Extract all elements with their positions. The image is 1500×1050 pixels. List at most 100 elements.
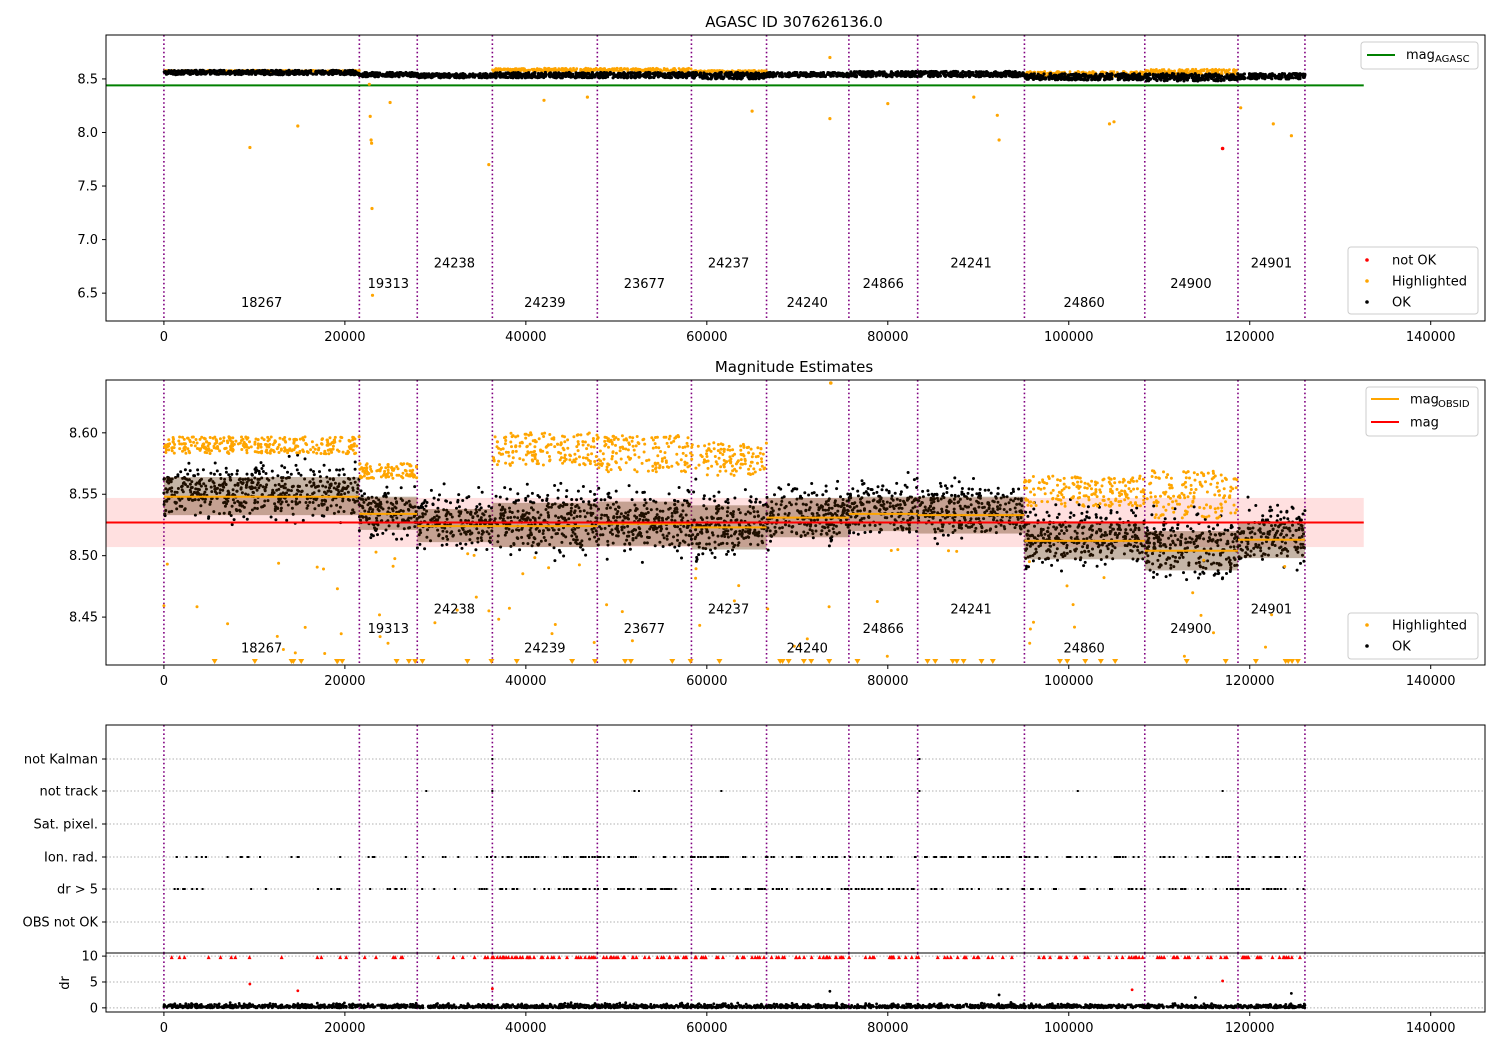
ok-point <box>467 75 471 79</box>
ok-point <box>417 76 421 80</box>
ok-point <box>663 75 667 80</box>
ok-point <box>494 71 498 75</box>
ok-point <box>431 72 435 76</box>
ok-point <box>713 71 717 76</box>
highlighted-point <box>195 447 199 450</box>
ok-point <box>191 71 195 75</box>
highlighted-outlier-point <box>828 117 832 121</box>
ok-point <box>720 75 724 79</box>
highlighted-point <box>326 448 330 452</box>
ok-point <box>209 471 213 475</box>
ok-point <box>714 76 718 80</box>
highlighted-point <box>273 441 277 445</box>
ok-point <box>480 76 484 80</box>
highlighted-point <box>1180 68 1184 72</box>
ok-point <box>582 75 586 79</box>
ok-point <box>889 70 894 74</box>
highlighted-point <box>674 68 678 72</box>
ok-point <box>172 69 176 73</box>
highlighted-point <box>198 448 202 452</box>
ok-point <box>215 469 219 473</box>
highlighted-outlier-point <box>995 113 999 117</box>
ok-point <box>183 468 187 472</box>
ok-point <box>504 71 508 75</box>
highlighted-point <box>189 443 193 447</box>
highlighted-point <box>654 67 658 71</box>
ok-point <box>423 76 427 80</box>
ok-point <box>896 70 900 74</box>
ok-point <box>751 77 755 81</box>
ok-point <box>990 72 994 76</box>
legend-marker <box>1365 279 1369 283</box>
highlighted-point <box>315 451 319 455</box>
ok-point <box>887 74 892 78</box>
ok-point <box>312 473 316 477</box>
ok-point <box>214 70 218 74</box>
ok-point <box>1246 76 1250 80</box>
ok-point <box>439 73 443 77</box>
ok-point <box>389 73 393 77</box>
highlighted-point <box>203 450 207 454</box>
highlighted-point <box>495 67 498 71</box>
ok-point <box>298 72 302 76</box>
highlighted-point <box>214 446 218 450</box>
ok-point <box>536 73 541 77</box>
ok-point <box>275 69 279 73</box>
highlighted-point <box>341 450 345 454</box>
ok-point <box>259 461 263 465</box>
highlighted-point <box>666 69 670 72</box>
obsid-label: 23677 <box>624 277 665 292</box>
ok-point <box>905 72 909 76</box>
ok-point <box>266 69 270 74</box>
ok-point <box>318 470 321 474</box>
ok-point <box>986 71 990 75</box>
ok-point <box>1205 77 1209 81</box>
highlighted-point <box>357 435 361 439</box>
highlighted-outlier-point <box>1107 122 1112 126</box>
ok-point <box>285 69 289 73</box>
ok-point <box>747 75 751 79</box>
highlighted-point <box>317 448 320 452</box>
highlighted-point <box>298 437 302 441</box>
ok-point <box>1143 73 1147 77</box>
highlighted-point <box>572 66 575 70</box>
highlighted-point <box>287 448 290 452</box>
highlighted-point <box>515 67 518 71</box>
ok-point <box>741 71 745 75</box>
highlighted-point <box>352 442 356 446</box>
ok-point <box>268 72 272 77</box>
ok-point <box>1105 76 1109 80</box>
ok-point <box>230 523 234 527</box>
ok-point <box>750 72 755 76</box>
ok-point <box>490 73 495 77</box>
highlighted-point <box>630 69 634 72</box>
ok-point <box>692 76 696 80</box>
highlighted-point <box>311 445 315 449</box>
legend-label: not OK <box>1392 254 1437 269</box>
ok-point <box>823 74 828 79</box>
ok-point <box>303 457 307 461</box>
ok-point <box>1237 74 1241 78</box>
ok-point <box>694 71 699 75</box>
ok-point <box>365 75 369 79</box>
ok-point <box>1222 78 1226 82</box>
ok-point <box>1291 76 1295 80</box>
highlighted-point <box>234 439 238 443</box>
ok-point <box>461 74 465 78</box>
ok-point <box>1065 75 1069 79</box>
ok-point <box>524 75 528 79</box>
legend-label: OK <box>1392 296 1411 311</box>
highlighted-point <box>357 69 361 73</box>
ok-point <box>220 71 224 75</box>
highlighted-outlier-point <box>370 293 375 297</box>
ok-point <box>673 74 677 78</box>
ok-point <box>228 72 232 76</box>
highlighted-point <box>194 438 198 441</box>
ok-point <box>1155 73 1159 78</box>
highlighted-point <box>222 439 226 443</box>
ok-point <box>361 72 365 76</box>
ok-point <box>316 69 321 73</box>
ok-point <box>760 74 764 78</box>
ok-point <box>554 76 558 80</box>
highlighted-point <box>331 440 335 444</box>
